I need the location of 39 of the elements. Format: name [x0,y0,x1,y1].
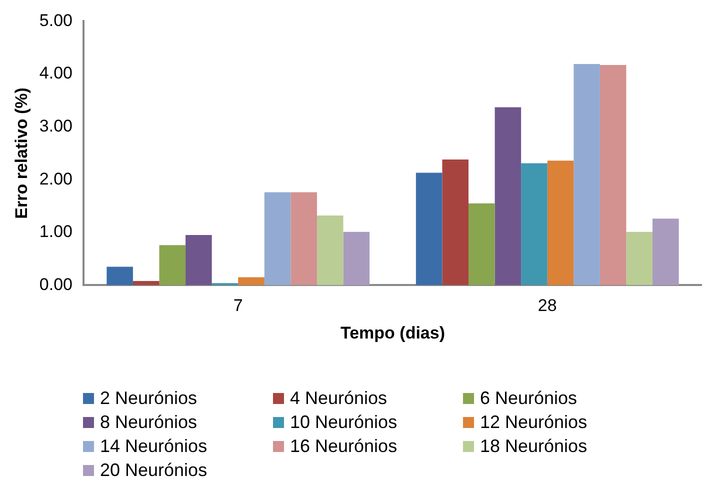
bar [494,107,522,286]
y-axis-title: Erro relativo (%) [12,88,31,219]
bar [521,163,548,286]
bar [186,235,212,286]
bar [416,172,442,286]
bar [442,160,469,286]
legend-label: 20 Neurónios [100,460,208,481]
bar [316,216,344,286]
legend-label: 12 Neurónios [480,412,588,433]
bar [132,280,160,286]
y-tick-label: 2.00 [39,169,72,188]
bar [468,203,495,286]
x-tick-label: 28 [538,296,557,316]
bar [238,277,264,286]
y-tick-label: 0.00 [39,274,72,294]
x-tick-label: 7 [233,296,243,316]
bar [600,65,626,286]
legend-label: 18 Neurónios [480,436,588,457]
legend-label: 2 Neurónios [100,388,198,409]
legend-label: 6 Neurónios [480,388,578,409]
legend-label: 14 Neurónios [100,436,208,457]
bar [547,160,574,286]
legend-label: 8 Neurónios [100,412,198,433]
y-tick-label: 4.00 [39,64,72,83]
x-axis-title: Tempo (dias) [340,323,446,342]
bar [290,192,317,286]
legend-label: 10 Neurónios [290,412,398,433]
bar [159,245,186,286]
y-tick-label: 3.00 [39,116,72,136]
bar [343,232,370,286]
legend-label: 4 Neurónios [290,388,388,409]
bar [574,64,600,286]
y-tick-label: 5.00 [39,10,72,30]
y-tick-label: 1.00 [39,222,72,242]
bar [106,266,133,286]
bar [264,192,291,286]
legend-label: 16 Neurónios [290,436,398,457]
bar [652,218,679,286]
bar [626,232,653,286]
